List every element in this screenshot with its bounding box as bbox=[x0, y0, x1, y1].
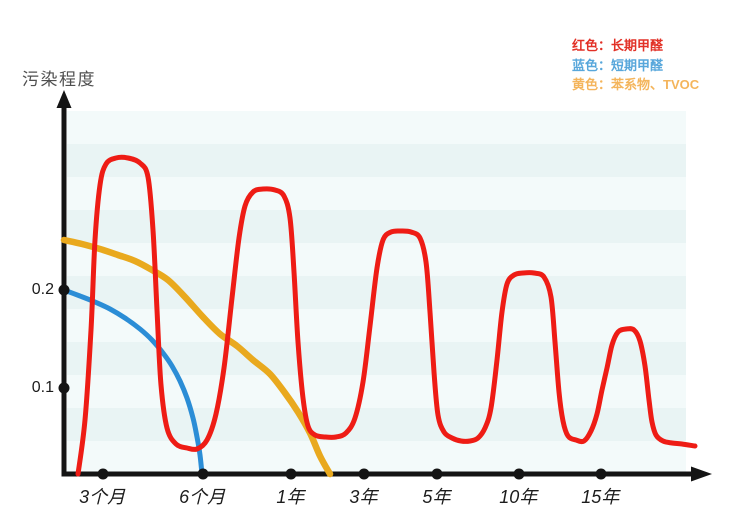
background-stripe bbox=[67, 375, 686, 409]
y-tick-label: 0.1 bbox=[31, 379, 54, 396]
legend-item-blue: 蓝色：短期甲醛 bbox=[572, 57, 664, 73]
x-tick-label: 15年 bbox=[581, 487, 620, 507]
y-tick-dot bbox=[58, 284, 70, 296]
x-tick-label: 3年 bbox=[349, 487, 378, 507]
axis-tick-dots bbox=[58, 284, 607, 480]
x-tick-label: 5年 bbox=[422, 487, 451, 507]
background-stripe bbox=[67, 309, 686, 343]
x-axis-arrow-icon bbox=[691, 466, 712, 482]
x-tick-label: 1年 bbox=[276, 487, 305, 507]
background-stripe bbox=[67, 144, 686, 178]
x-tick-dot bbox=[358, 468, 370, 480]
y-tick-label: 0.2 bbox=[31, 281, 54, 298]
y-axis-arrow-icon bbox=[56, 90, 72, 108]
red-curve-long-term-formaldehyde bbox=[75, 154, 698, 477]
x-tick-dot bbox=[97, 468, 109, 480]
yellow-curve-benzene-tvoc bbox=[60, 236, 334, 478]
x-tick-dot bbox=[285, 468, 297, 480]
x-tick-dot bbox=[197, 468, 209, 480]
x-tick-label: 3个月 bbox=[79, 487, 126, 507]
y-tick-dot bbox=[58, 382, 70, 394]
legend: 红色：长期甲醛 蓝色：短期甲醛黄色：苯系物、TVOC bbox=[572, 36, 699, 95]
x-tick-dot bbox=[513, 468, 525, 480]
x-tick-dot bbox=[595, 468, 607, 480]
x-tick-dot bbox=[431, 468, 443, 480]
background-stripe bbox=[67, 441, 686, 475]
legend-item-red: 红色：长期甲醛 bbox=[572, 38, 664, 53]
background-stripe bbox=[67, 111, 686, 145]
x-tick-label: 6个月 bbox=[179, 487, 226, 507]
background-stripe bbox=[67, 210, 686, 244]
y-axis-title: 污染程度 bbox=[22, 70, 96, 89]
x-tick-label: 10年 bbox=[499, 487, 538, 507]
legend-item-yellow: 黄色：苯系物、TVOC bbox=[572, 77, 700, 92]
background-stripe bbox=[67, 177, 686, 211]
blue-curve-short-term-formaldehyde bbox=[61, 287, 205, 477]
series-curves bbox=[60, 154, 698, 478]
